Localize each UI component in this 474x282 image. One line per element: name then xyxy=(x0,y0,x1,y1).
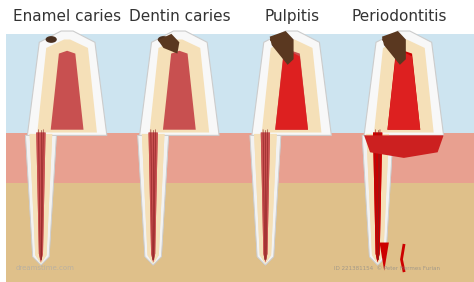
Polygon shape xyxy=(254,134,277,264)
Polygon shape xyxy=(142,134,164,264)
Polygon shape xyxy=(275,52,308,130)
Polygon shape xyxy=(380,243,389,271)
Polygon shape xyxy=(157,34,179,54)
Polygon shape xyxy=(366,134,389,264)
Polygon shape xyxy=(36,133,46,262)
Polygon shape xyxy=(270,31,293,65)
Bar xyxy=(6,133,474,183)
Polygon shape xyxy=(36,133,46,262)
Polygon shape xyxy=(148,133,158,262)
Polygon shape xyxy=(374,39,434,133)
Polygon shape xyxy=(26,135,56,265)
Text: ID 221381154  © Peter Hermes Furian: ID 221381154 © Peter Hermes Furian xyxy=(334,266,440,271)
Polygon shape xyxy=(29,134,52,264)
Polygon shape xyxy=(373,133,383,262)
Polygon shape xyxy=(364,31,444,135)
Polygon shape xyxy=(140,31,219,135)
Polygon shape xyxy=(142,134,164,264)
Text: Periodontitis: Periodontitis xyxy=(351,9,447,25)
Polygon shape xyxy=(37,39,97,133)
Polygon shape xyxy=(366,134,389,264)
Polygon shape xyxy=(138,135,169,265)
Polygon shape xyxy=(387,51,420,130)
Polygon shape xyxy=(270,34,292,54)
Polygon shape xyxy=(362,135,393,265)
Polygon shape xyxy=(26,135,56,265)
Polygon shape xyxy=(51,51,83,130)
Circle shape xyxy=(46,36,57,43)
Bar xyxy=(6,0,474,34)
Polygon shape xyxy=(262,39,321,133)
Polygon shape xyxy=(261,133,270,262)
Circle shape xyxy=(270,36,281,43)
Polygon shape xyxy=(250,135,281,265)
Text: dreamstime.com: dreamstime.com xyxy=(16,265,74,271)
Polygon shape xyxy=(27,31,107,135)
Polygon shape xyxy=(149,39,209,133)
Polygon shape xyxy=(254,134,277,264)
Polygon shape xyxy=(373,133,383,262)
Circle shape xyxy=(158,36,169,43)
Circle shape xyxy=(383,36,393,43)
Polygon shape xyxy=(138,135,169,265)
Polygon shape xyxy=(250,135,281,265)
Polygon shape xyxy=(364,135,444,158)
Polygon shape xyxy=(275,51,308,130)
Polygon shape xyxy=(252,31,331,135)
Polygon shape xyxy=(362,135,393,265)
Bar xyxy=(6,169,474,282)
Polygon shape xyxy=(148,133,158,262)
Polygon shape xyxy=(387,52,420,130)
Polygon shape xyxy=(29,134,52,264)
Polygon shape xyxy=(382,31,406,65)
Polygon shape xyxy=(382,34,404,54)
Text: Dentin caries: Dentin caries xyxy=(128,9,230,25)
Polygon shape xyxy=(163,51,196,130)
Text: Enamel caries: Enamel caries xyxy=(13,9,121,25)
Text: Pulpitis: Pulpitis xyxy=(264,9,319,25)
Polygon shape xyxy=(261,133,270,262)
